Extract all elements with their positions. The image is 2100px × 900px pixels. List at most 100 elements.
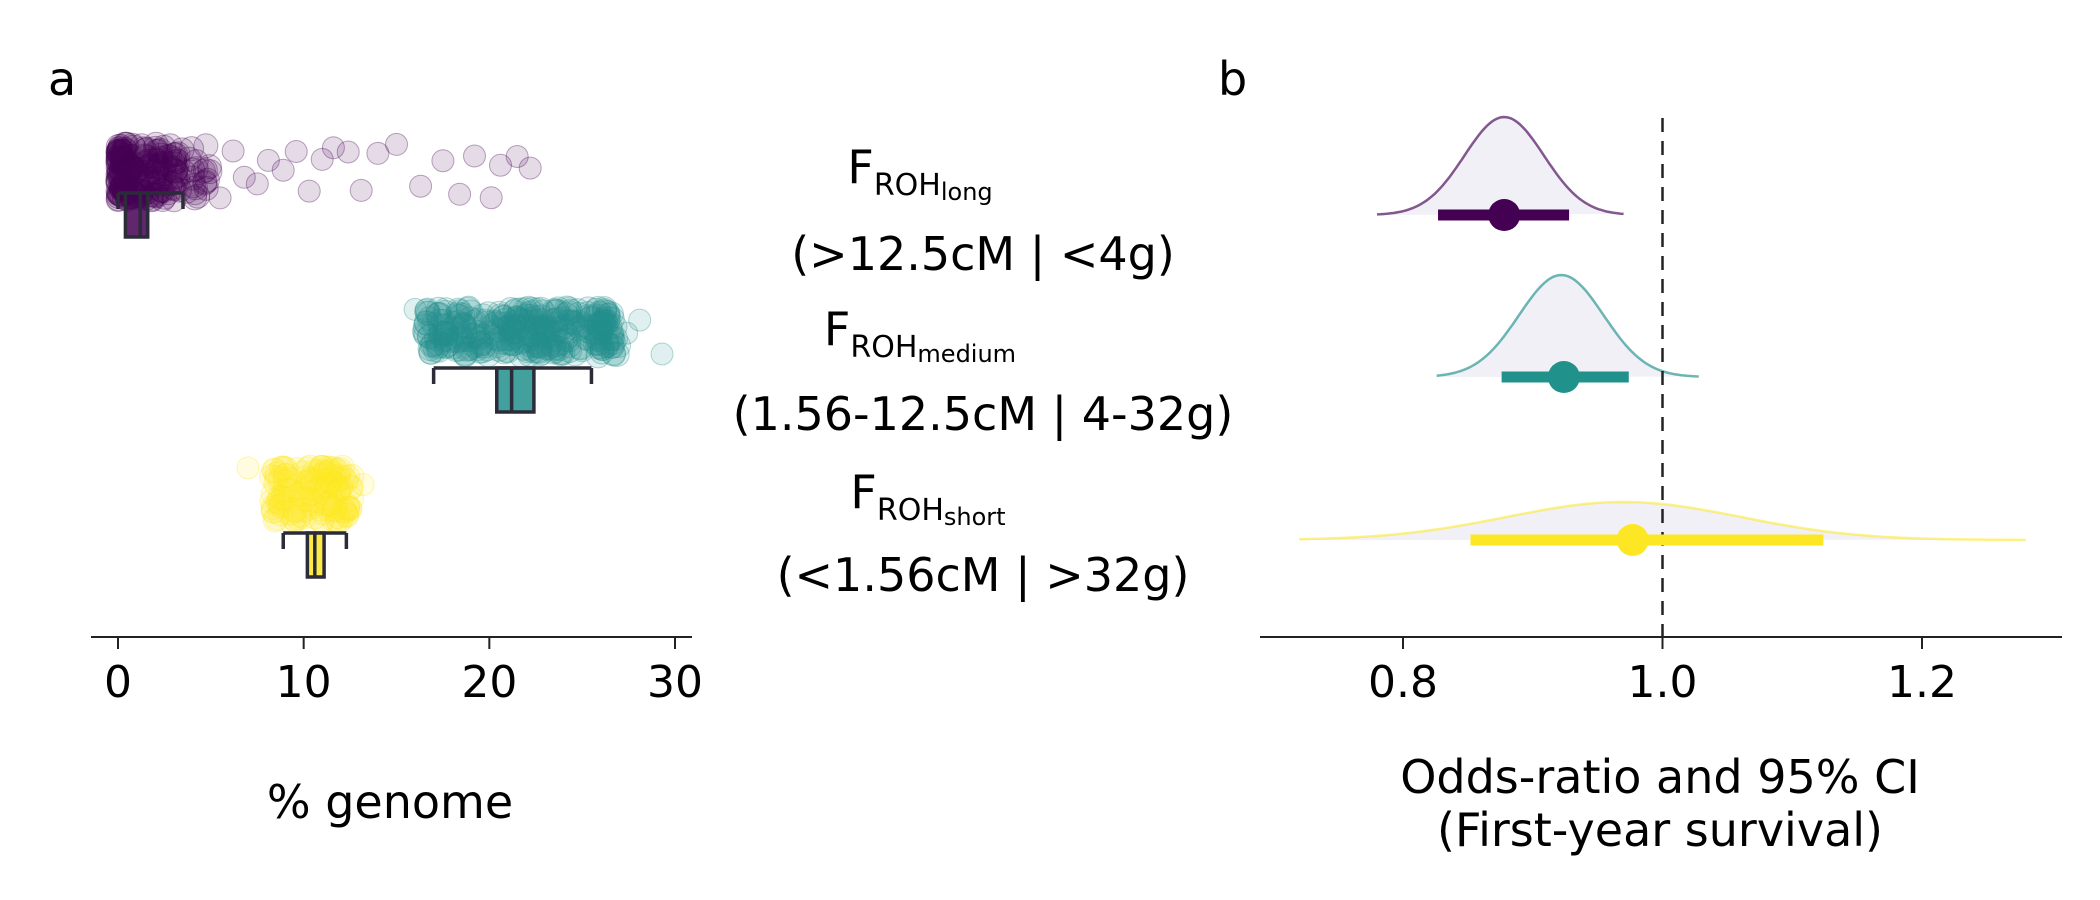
point-FROH_long <box>148 171 173 197</box>
row-label-medium: FROHmedium <box>824 302 1016 368</box>
point-FROH_short <box>296 474 321 500</box>
point-FROH_short <box>301 491 327 517</box>
point-FROH_medium <box>413 322 439 348</box>
point-FROH_short <box>320 506 346 532</box>
point-FROH_medium <box>504 306 530 332</box>
point-FROH_long <box>134 162 160 188</box>
point-FROH_medium <box>523 305 549 331</box>
point-FROH_medium <box>586 326 612 352</box>
point-FROH_medium <box>542 307 567 333</box>
point-FROH_medium <box>502 318 528 344</box>
point-FROH_long <box>137 154 163 179</box>
point-FROH_long <box>116 143 142 169</box>
point-FROH_long <box>123 158 149 184</box>
point-FROH_medium <box>589 334 615 360</box>
point-FROH_long <box>161 142 187 168</box>
point-FROH_medium <box>575 326 601 352</box>
point-FROH_long <box>349 178 373 202</box>
point-FROH_short <box>309 462 335 488</box>
point-FROH_short <box>261 498 287 524</box>
point-FROH_long <box>118 155 144 181</box>
point-FROH_long <box>165 141 191 167</box>
point-FROH_short <box>287 497 312 523</box>
point-FROH_medium <box>482 325 507 351</box>
point-FROH_medium <box>558 308 584 334</box>
point-FROH_long <box>108 170 134 196</box>
point-FROH_long <box>106 161 132 187</box>
point-FROH_short <box>301 488 327 514</box>
point-FROH_long <box>106 141 131 167</box>
point-FROH_medium <box>420 332 446 357</box>
point-FROH_medium <box>462 309 488 335</box>
point-FROH_medium <box>414 310 440 336</box>
point-FROH_medium <box>488 303 514 329</box>
point-FROH_medium <box>515 295 541 321</box>
point-FROH_medium <box>551 318 577 344</box>
point-FROH_long <box>107 149 133 175</box>
point-FROH_short <box>322 496 348 522</box>
point-FROH_medium <box>423 326 449 352</box>
point-FROH_long <box>114 131 140 157</box>
point-FROH_medium <box>590 309 616 335</box>
point-FROH_short <box>323 493 348 519</box>
point-FROH_medium <box>484 318 510 343</box>
point-FROH_long <box>112 136 138 162</box>
point-FROH_long <box>129 133 154 159</box>
point-FROH_long <box>107 136 132 162</box>
point-FROH_short <box>284 457 310 482</box>
point-FROH_long <box>179 136 205 162</box>
point-FROH_long <box>108 160 134 186</box>
point-FROH_short <box>297 487 323 513</box>
point-FROH_long <box>157 133 183 159</box>
point-FROH_short <box>268 492 294 518</box>
point-FROH_long <box>221 139 245 163</box>
point-FROH_medium <box>594 330 620 356</box>
density-fill-FROH_medium <box>1436 275 1699 377</box>
point-FROH_medium <box>454 336 480 362</box>
point-FROH_long <box>165 162 191 188</box>
point-FROH_long <box>106 157 132 183</box>
point-FROH_medium <box>586 300 612 326</box>
point-FROH_medium <box>571 312 597 338</box>
point-FROH_long <box>245 172 269 196</box>
point-FROH_medium <box>577 319 603 345</box>
point-FROH_medium <box>426 296 452 322</box>
point-FROH_medium <box>589 336 615 362</box>
point-FROH_medium <box>518 303 543 329</box>
point-FROH_long <box>135 166 161 192</box>
point-FROH_medium <box>537 331 563 357</box>
row-labels: FROHlong (>12.5cM | <4g) FROHmedium (1.5… <box>733 140 1234 603</box>
point-FROH_medium <box>599 334 625 359</box>
point-FROH_long <box>271 158 295 182</box>
point-FROH_medium <box>518 306 544 332</box>
point-FROH_medium <box>414 297 440 323</box>
point-FROH_medium <box>464 307 490 333</box>
point-FROH_long <box>193 133 219 159</box>
point-FROH_short <box>264 461 290 487</box>
point-FROH_medium <box>510 335 536 361</box>
point-FROH_medium <box>504 305 529 331</box>
point-FROH_medium <box>475 320 501 346</box>
point-FROH_long <box>110 172 135 198</box>
point-FROH_short <box>273 456 298 482</box>
point-FROH_short <box>277 500 303 526</box>
point-FROH_short <box>317 459 342 485</box>
panel-letter-a: a <box>48 52 76 106</box>
point-FROH_short <box>319 489 345 515</box>
point-FROH_medium <box>501 331 526 357</box>
point-FROH_medium <box>429 320 455 346</box>
point-FROH_short <box>301 459 327 485</box>
point-FROH_long <box>208 186 232 210</box>
x-tick-label-a: 10 <box>276 657 332 708</box>
point-FROH_medium <box>595 302 621 328</box>
point-FROH_long <box>105 134 131 159</box>
point-FROH_long <box>190 158 216 184</box>
point-FROH_short <box>314 475 340 501</box>
point-FROH_medium <box>591 311 617 337</box>
point-FROH_medium <box>494 326 520 352</box>
point-FROH_medium <box>510 308 536 334</box>
point-FROH_short <box>260 495 286 521</box>
point-FROH_long <box>113 138 138 164</box>
point-FROH_medium <box>544 298 570 324</box>
point-FROH_medium <box>552 313 578 339</box>
